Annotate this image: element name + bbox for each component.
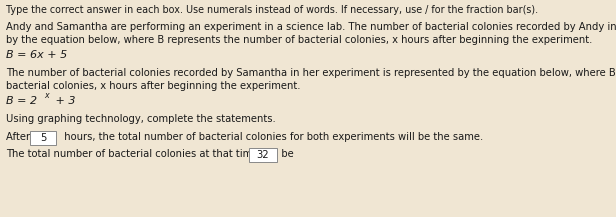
Text: x: x (44, 91, 49, 100)
Text: Using graphing technology, complete the statements.: Using graphing technology, complete the … (6, 114, 276, 124)
Text: 5: 5 (40, 133, 46, 143)
Text: by the equation below, where B represents the number of bacterial colonies, x ho: by the equation below, where B represent… (6, 35, 593, 45)
Text: The total number of bacterial colonies at that time will be: The total number of bacterial colonies a… (6, 149, 297, 159)
Text: After: After (6, 132, 33, 142)
Text: B = 6x + 5: B = 6x + 5 (6, 50, 67, 60)
Text: hours, the total number of bacterial colonies for both experiments will be the s: hours, the total number of bacterial col… (58, 132, 483, 142)
Text: Type the correct answer in each box. Use numerals instead of words. If necessary: Type the correct answer in each box. Use… (6, 5, 538, 15)
Text: bacterial colonies, x hours after beginning the experiment.: bacterial colonies, x hours after beginn… (6, 81, 301, 91)
Text: + 3: + 3 (52, 96, 76, 106)
FancyBboxPatch shape (249, 148, 277, 162)
Text: Andy and Samantha are performing an experiment in a science lab. The number of b: Andy and Samantha are performing an expe… (6, 22, 616, 32)
Text: B = 2: B = 2 (6, 96, 37, 106)
Text: The number of bacterial colonies recorded by Samantha in her experiment is repre: The number of bacterial colonies recorde… (6, 68, 616, 78)
Text: 32: 32 (257, 150, 269, 160)
FancyBboxPatch shape (30, 131, 56, 145)
